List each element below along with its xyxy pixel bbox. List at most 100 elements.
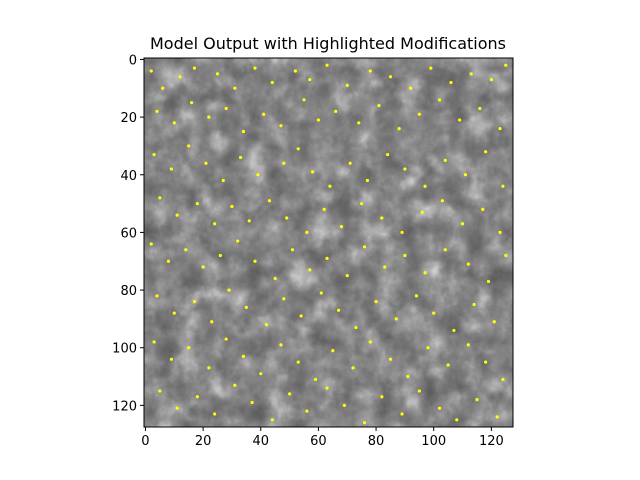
modification-point xyxy=(334,109,338,113)
modification-point xyxy=(264,323,269,327)
modification-point xyxy=(440,199,444,203)
modification-point xyxy=(267,199,272,203)
chart-title: Model Output with Highlighted Modificati… xyxy=(150,34,506,53)
modification-point xyxy=(253,66,257,70)
modification-point xyxy=(308,268,312,272)
x-tick-label: 100 xyxy=(421,434,446,449)
modification-point xyxy=(287,392,292,396)
modification-point xyxy=(388,75,393,79)
modification-point xyxy=(259,372,263,376)
modification-point xyxy=(368,340,372,344)
y-tick-label: 100 xyxy=(112,342,137,357)
modification-point xyxy=(345,274,349,278)
modification-point xyxy=(270,418,274,422)
modification-point xyxy=(414,294,419,298)
modification-point xyxy=(241,129,246,134)
modification-point xyxy=(429,66,433,70)
modification-point xyxy=(498,230,502,235)
modification-point xyxy=(178,75,182,79)
modification-point xyxy=(385,152,390,157)
modification-point xyxy=(380,216,384,220)
modification-point xyxy=(149,242,153,246)
modification-point xyxy=(201,265,205,269)
modification-point xyxy=(279,124,283,128)
modification-point xyxy=(446,363,450,367)
modification-point xyxy=(253,259,257,263)
modification-point xyxy=(495,415,499,419)
heatmap-image xyxy=(144,58,513,427)
x-axis: 0 20 40 60 80 100 120 xyxy=(141,427,504,449)
modification-point xyxy=(152,340,156,344)
modification-point xyxy=(420,210,424,214)
modification-point xyxy=(406,374,410,379)
modification-point xyxy=(437,98,442,102)
modification-point xyxy=(213,222,217,226)
modification-point xyxy=(377,103,381,108)
modification-point xyxy=(169,167,173,171)
modification-point xyxy=(469,72,473,76)
modification-point xyxy=(478,106,482,111)
y-axis: 0 20 40 60 80 100 120 xyxy=(112,53,144,414)
modification-point xyxy=(155,109,159,113)
modification-point xyxy=(409,86,413,90)
modification-point xyxy=(192,299,197,304)
modification-point xyxy=(296,147,300,151)
modification-point xyxy=(187,346,191,350)
modification-point xyxy=(403,253,407,258)
modification-point xyxy=(458,118,462,122)
modification-point xyxy=(452,328,456,333)
plot-frame xyxy=(143,57,514,428)
modification-point xyxy=(489,78,493,82)
modification-point xyxy=(460,222,465,226)
modification-point xyxy=(426,346,430,350)
modification-point xyxy=(210,320,214,324)
modification-point xyxy=(463,173,468,177)
modification-point xyxy=(270,80,274,85)
modification-point xyxy=(233,383,237,387)
modification-point xyxy=(158,389,162,393)
modification-point xyxy=(184,248,188,252)
modification-point xyxy=(230,204,234,209)
modification-point xyxy=(236,239,240,243)
modification-point xyxy=(207,366,211,370)
modification-point xyxy=(244,305,248,309)
modification-point xyxy=(501,377,505,382)
modification-point xyxy=(325,256,329,260)
modification-point xyxy=(397,127,401,131)
modification-point xyxy=(362,421,367,425)
modification-point xyxy=(149,69,153,73)
modification-point xyxy=(501,184,505,188)
modification-point xyxy=(204,161,208,165)
x-tick-label: 40 xyxy=(252,434,269,449)
modification-point xyxy=(262,112,266,116)
modification-point xyxy=(437,406,442,410)
modification-point xyxy=(484,360,488,364)
modification-point xyxy=(423,271,427,275)
y-tick-label: 60 xyxy=(120,226,137,241)
modification-point xyxy=(388,357,393,361)
modification-point xyxy=(475,398,479,402)
modification-point xyxy=(311,170,315,174)
modification-point xyxy=(273,276,277,281)
modification-point xyxy=(417,389,421,393)
modification-point xyxy=(466,343,470,347)
modification-point xyxy=(166,259,171,263)
modification-point xyxy=(250,400,254,405)
modification-point xyxy=(357,121,361,125)
modification-point xyxy=(432,311,436,315)
modification-point xyxy=(241,354,246,358)
modification-point xyxy=(351,366,355,370)
modification-point xyxy=(325,63,329,67)
modification-point xyxy=(443,248,447,252)
modification-point xyxy=(305,230,309,235)
modification-point xyxy=(215,72,220,76)
modification-point xyxy=(322,207,326,211)
modification-point xyxy=(172,311,176,315)
modification-point xyxy=(365,178,370,183)
modification-point xyxy=(213,412,217,416)
modification-point xyxy=(175,213,179,217)
modification-point xyxy=(279,343,283,347)
modification-point xyxy=(172,121,176,125)
modification-point xyxy=(403,167,407,171)
